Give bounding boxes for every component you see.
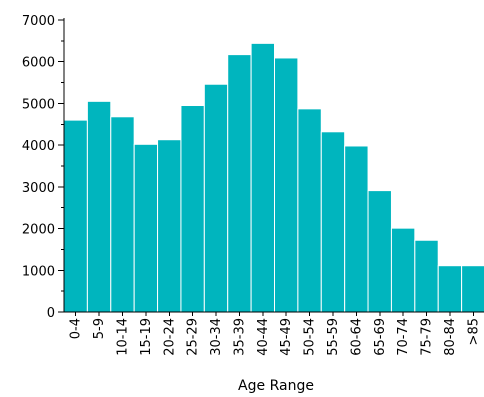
bar-20-24: [157, 139, 182, 313]
x-tick-label: 25-29: [186, 318, 201, 356]
y-tick-label: 3000: [22, 181, 55, 196]
bar-50-54: [297, 108, 322, 313]
x-tick-label: 45-49: [279, 318, 294, 356]
bar-10-14: [110, 116, 135, 313]
bar->85: [461, 265, 484, 313]
y-tick-label: 4000: [22, 139, 55, 154]
bar-30-34: [203, 83, 229, 313]
bars-group: [63, 42, 484, 313]
x-tick-label: 15-19: [139, 318, 154, 356]
bar-75-79: [414, 239, 439, 313]
x-tick-label: 40-44: [256, 318, 271, 356]
bar-65-69: [367, 190, 392, 313]
x-tick-label: 20-24: [162, 318, 177, 356]
y-tick-label: 2000: [22, 223, 55, 238]
x-tick-label: 55-59: [326, 318, 341, 356]
bar-15-19: [133, 143, 159, 313]
x-tick-label: 10-14: [115, 318, 130, 356]
y-tick-label: 6000: [22, 56, 55, 71]
y-tick-label: 5000: [22, 97, 55, 112]
x-axis-title: Age Range: [238, 378, 314, 394]
axes-group: [63, 18, 484, 313]
bar-0-4: [63, 119, 88, 313]
bar-40-44: [250, 42, 275, 313]
bar-45-49: [274, 57, 299, 313]
bar-80-84: [437, 265, 463, 313]
x-tick-label: 80-84: [443, 318, 458, 356]
x-tick-label: 65-69: [373, 318, 388, 356]
y-ticks-group: 0 1000 2000 3000 4000 5000 6000 7000: [22, 14, 64, 321]
y-tick-label: 1000: [22, 264, 55, 279]
bar-35-39: [227, 54, 252, 313]
x-tick-label: 70-74: [396, 318, 411, 356]
y-tick-label: 0: [47, 306, 55, 321]
y-tick-label: 7000: [22, 14, 55, 29]
bar-55-59: [320, 131, 346, 313]
x-tick-label: 30-34: [209, 318, 224, 356]
bar-60-64: [344, 145, 369, 313]
x-tick-label: >85: [466, 318, 481, 345]
bar-70-74: [390, 227, 416, 313]
bar-25-29: [180, 105, 205, 313]
x-ticks-group: 0-4 5-9 10-14 15-19 20-24 25-29 30-34 35-39 40-4…: [69, 312, 481, 356]
x-tick-label: 0-4: [69, 318, 84, 339]
x-tick-label: 60-64: [349, 318, 364, 356]
x-tick-label: 50-54: [303, 318, 318, 356]
x-tick-label: 75-79: [420, 318, 435, 356]
x-tick-label: 5-9: [92, 318, 107, 339]
x-tick-label: 35-39: [232, 318, 247, 356]
bar-5-9: [86, 100, 112, 313]
